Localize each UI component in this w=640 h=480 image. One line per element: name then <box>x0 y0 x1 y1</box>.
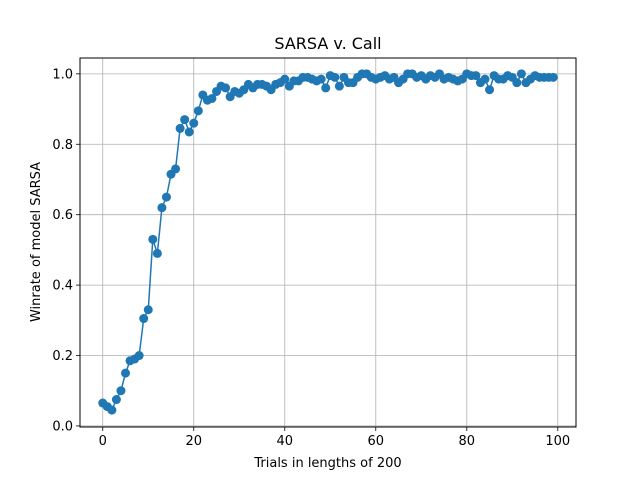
data-point <box>280 74 290 84</box>
data-point <box>471 71 481 81</box>
data-point <box>171 164 181 174</box>
x-tick-label: 0 <box>99 434 107 449</box>
data-point <box>116 386 126 396</box>
plot-frame <box>79 57 577 428</box>
x-tick-label: 20 <box>185 434 202 449</box>
data-point <box>143 305 153 315</box>
data-point <box>134 351 144 361</box>
data-point <box>157 203 167 213</box>
y-tick-label: 0.6 <box>52 208 73 223</box>
y-axis-label: Winrate of model SARSA <box>29 162 44 322</box>
data-point <box>548 72 558 82</box>
ticks: 0 20 40 60 80 100 0.0 0.2 0.4 0.6 0.8 1.0 <box>52 67 570 449</box>
data-point <box>193 106 203 116</box>
data-point <box>152 248 162 258</box>
data-point <box>316 74 326 84</box>
y-tick-label: 0.4 <box>52 279 73 294</box>
data-point <box>189 118 199 128</box>
data-point <box>180 115 190 125</box>
data-point <box>485 85 495 95</box>
y-tick-label: 0.0 <box>52 419 73 434</box>
chart-title: SARSA v. Call <box>274 34 381 53</box>
data-point <box>161 192 171 202</box>
x-tick-label: 40 <box>276 434 293 449</box>
data-point <box>480 74 490 84</box>
data-point <box>330 72 340 82</box>
x-axis-label: Trials in lengths of 200 <box>253 456 401 471</box>
x-tick-label: 100 <box>545 434 570 449</box>
data-point <box>175 123 185 133</box>
series-line-group <box>98 69 558 415</box>
data-point <box>334 81 344 91</box>
data-point <box>148 234 158 244</box>
data-point <box>321 83 331 93</box>
data-point <box>516 69 526 79</box>
grid <box>80 58 576 427</box>
y-tick-label: 0.2 <box>52 349 73 364</box>
data-point <box>139 314 149 324</box>
data-point <box>111 395 121 405</box>
x-tick-label: 60 <box>368 434 385 449</box>
data-point <box>207 93 217 103</box>
x-tick-label: 80 <box>459 434 476 449</box>
data-point <box>184 127 194 137</box>
data-point <box>512 78 522 88</box>
y-tick-label: 1.0 <box>52 67 73 82</box>
y-tick-label: 0.8 <box>52 138 73 153</box>
data-point <box>107 405 117 415</box>
data-point <box>221 83 231 93</box>
data-point <box>121 368 131 378</box>
